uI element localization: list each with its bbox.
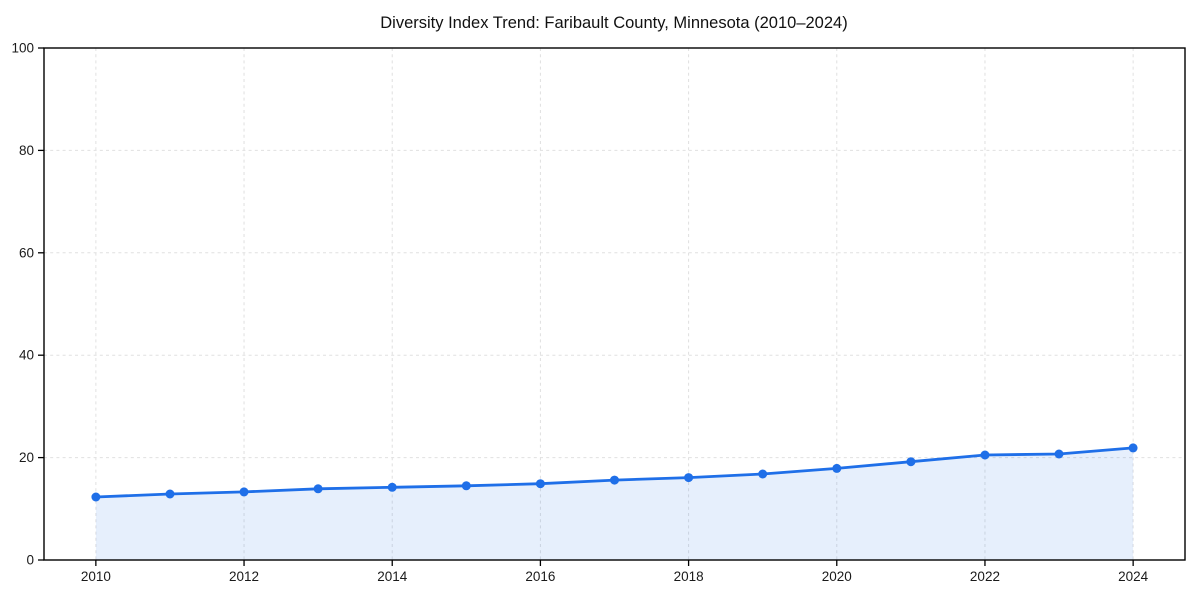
y-tick-label: 80: [19, 143, 34, 158]
x-tick-label: 2020: [822, 569, 852, 584]
data-point-markers: [91, 443, 1138, 502]
x-axis-tick-labels: 2010 2012 2014 2016 2018 2020 2022 2024: [81, 569, 1149, 584]
y-tick-label: 20: [19, 450, 34, 465]
chart-title: Diversity Index Trend: Faribault County,…: [380, 14, 847, 32]
x-tick-label: 2022: [970, 569, 1000, 584]
data-point: [1128, 443, 1138, 453]
data-point: [535, 479, 545, 489]
data-point: [610, 475, 619, 485]
data-point: [313, 484, 323, 494]
axis-ticks: [38, 47, 1134, 566]
x-tick-label: 2024: [1118, 569, 1149, 584]
data-point: [906, 457, 916, 467]
area-under-curve: [95, 447, 1134, 560]
data-point: [461, 481, 471, 491]
x-tick-label: 2012: [229, 569, 259, 584]
data-point: [980, 450, 990, 460]
data-point: [91, 492, 101, 502]
data-point: [832, 463, 842, 473]
x-tick-label: 2014: [377, 569, 408, 584]
y-axis-tick-labels: 0 20 40 60 80 100: [11, 41, 34, 568]
data-point: [758, 469, 768, 479]
x-tick-label: 2018: [674, 569, 704, 584]
data-point: [165, 489, 175, 499]
data-point: [387, 482, 397, 492]
area-fill: [95, 447, 1134, 560]
axes-frame: [43, 47, 1186, 561]
gridlines: [44, 48, 1185, 560]
x-tick-label: 2010: [81, 569, 111, 584]
data-point: [239, 487, 249, 497]
y-tick-label: 0: [26, 553, 34, 568]
data-point: [1054, 449, 1064, 459]
y-tick-label: 100: [11, 41, 34, 56]
y-tick-label: 40: [19, 348, 34, 363]
data-point: [684, 473, 694, 483]
x-tick-label: 2016: [525, 569, 555, 584]
plot-frame: [43, 47, 1186, 561]
y-tick-label: 60: [19, 245, 34, 260]
